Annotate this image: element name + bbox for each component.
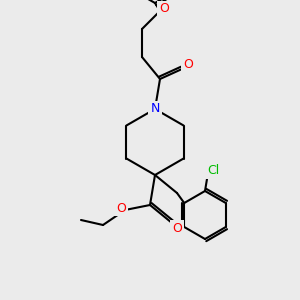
Text: N: N xyxy=(150,103,160,116)
Text: O: O xyxy=(172,221,182,235)
Text: O: O xyxy=(159,2,169,16)
Text: Cl: Cl xyxy=(207,164,219,178)
Text: O: O xyxy=(116,202,126,214)
Text: O: O xyxy=(183,58,193,70)
